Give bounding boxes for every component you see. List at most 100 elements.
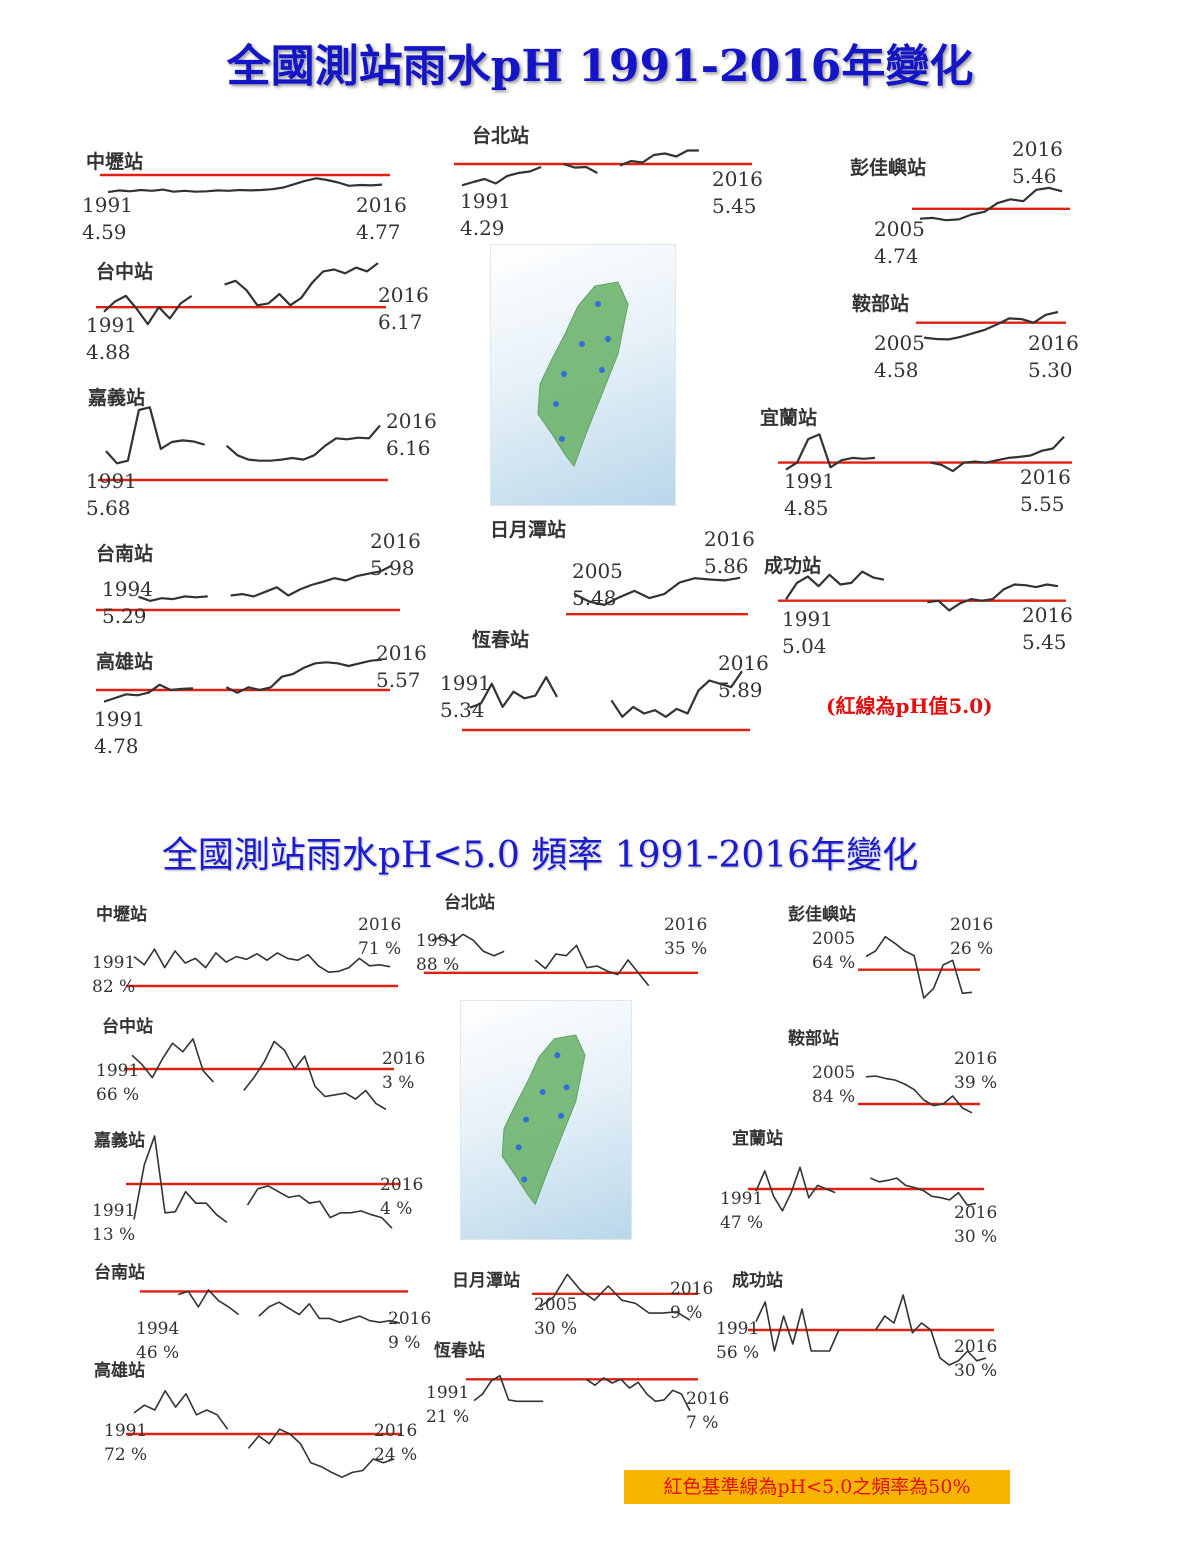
ph-panel-5: 台北站 1991 4.29 2016 5.45 — [454, 124, 763, 240]
end-year-label: 2016 — [664, 915, 707, 935]
end-value-label: 9 % — [388, 1333, 420, 1353]
series-line — [103, 658, 383, 703]
station-name: 成功站 — [732, 1270, 783, 1291]
station-name: 高雄站 — [96, 650, 153, 673]
series-line — [573, 576, 741, 606]
station-marker — [539, 1089, 546, 1095]
end-value-label: 5.57 — [376, 668, 421, 692]
station-name: 宜蘭站 — [760, 406, 817, 429]
end-year-label: 2016 — [374, 1421, 417, 1441]
start-year-label: 1991 — [426, 1383, 469, 1403]
ph-panel-8: 彭佳嶼站 2005 4.74 2016 5.46 — [850, 137, 1070, 268]
station-name: 嘉義站 — [93, 1130, 145, 1151]
series-line — [133, 1135, 393, 1229]
station-name: 台南站 — [94, 1262, 145, 1283]
frequency-baseline-note: 紅色基準線為pH<5.0之頻率為50% — [624, 1470, 1010, 1504]
ph-panel-7: 恆春站 1991 5.34 2016 5.89 — [440, 628, 769, 732]
start-year-label: 2005 — [534, 1295, 577, 1315]
series-line — [103, 262, 379, 326]
end-year-label: 2016 — [370, 529, 421, 553]
station-name: 恆春站 — [434, 1340, 485, 1361]
start-year-label: 1991 — [96, 1061, 139, 1081]
start-value-label: 13 % — [92, 1225, 135, 1245]
end-value-label: 5.46 — [1012, 164, 1057, 188]
freq-panel-6: 日月潭站 2005 30 % 2016 9 % — [452, 1270, 713, 1339]
start-year-label: 1991 — [92, 1201, 135, 1221]
series-line — [469, 670, 743, 718]
end-year-label: 2016 — [1012, 137, 1063, 161]
end-year-label: 2016 — [718, 651, 769, 675]
station-name: 台北站 — [444, 892, 495, 913]
end-year-label: 2016 — [386, 409, 437, 433]
end-year-label: 2016 — [954, 1337, 997, 1357]
start-value-label: 5.04 — [782, 634, 827, 658]
end-value-label: 30 % — [954, 1227, 997, 1247]
series-line — [923, 310, 1059, 341]
series-line — [539, 1273, 691, 1321]
start-value-label: 46 % — [136, 1343, 179, 1363]
start-value-label: 82 % — [92, 977, 135, 997]
start-value-label: 4.59 — [82, 220, 127, 244]
start-year-label: 1991 — [104, 1421, 147, 1441]
end-year-label: 2016 — [686, 1389, 729, 1409]
station-name: 彭佳嶼站 — [788, 904, 856, 925]
station-name: 彭佳嶼站 — [850, 156, 926, 179]
series-line — [473, 1374, 691, 1412]
ph-panel-3: 台南站 1994 5.29 2016 5.98 — [96, 529, 421, 628]
station-name: 台北站 — [472, 124, 529, 147]
station-marker — [523, 1116, 530, 1123]
start-year-label: 1991 — [716, 1319, 759, 1339]
station-name: 高雄站 — [94, 1360, 145, 1381]
freq-panel-2: 嘉義站 1991 13 % 2016 4 % — [92, 1130, 423, 1245]
end-value-label: 6.17 — [378, 310, 423, 334]
end-value-label: 4 % — [380, 1199, 412, 1219]
station-name: 鞍部站 — [788, 1028, 839, 1049]
start-year-label: 1991 — [416, 931, 459, 951]
start-year-label: 1991 — [86, 313, 137, 337]
freq-panel-11: 成功站 1991 56 % 2016 30 % — [716, 1270, 997, 1381]
ph-panel-1: 台中站 1991 4.88 2016 6.17 — [86, 260, 429, 364]
bottom-chart-title: 全國測站雨水pH<5.0 頻率 1991-2016年變化 — [161, 835, 919, 876]
ph-panel-4: 高雄站 1991 4.78 2016 5.57 — [94, 641, 427, 758]
freq-panel-1: 台中站 1991 66 % 2016 3 % — [96, 1016, 425, 1111]
end-value-label: 5.98 — [370, 556, 415, 580]
series-line — [107, 177, 383, 194]
station-marker — [563, 1084, 570, 1091]
start-value-label: 4.74 — [874, 244, 919, 268]
station-marker — [605, 336, 611, 342]
station-marker — [558, 1112, 565, 1119]
start-year-label: 2005 — [812, 1063, 855, 1083]
end-value-label: 35 % — [664, 939, 707, 959]
start-year-label: 1994 — [136, 1319, 179, 1339]
freq-panel-4: 高雄站 1991 72 % 2016 24 % — [94, 1360, 417, 1478]
end-value-label: 30 % — [954, 1361, 997, 1381]
start-year-label: 1991 — [440, 671, 491, 695]
end-year-label: 2016 — [376, 641, 427, 665]
end-value-label: 5.30 — [1028, 358, 1073, 382]
start-value-label: 21 % — [426, 1407, 469, 1427]
end-value-label: 4.77 — [356, 220, 401, 244]
freq-panel-3: 台南站 1994 46 % 2016 9 % — [94, 1262, 431, 1363]
station-name: 台中站 — [102, 1016, 153, 1037]
start-year-label: 1991 — [94, 707, 145, 731]
end-year-label: 2016 — [356, 193, 407, 217]
start-value-label: 88 % — [416, 955, 459, 975]
end-value-label: 5.45 — [712, 194, 757, 218]
series-line — [138, 564, 393, 602]
freq-panel-8: 彭佳嶼站 2005 64 % 2016 26 % — [788, 904, 993, 999]
end-year-label: 2016 — [388, 1309, 431, 1329]
end-value-label: 5.89 — [718, 678, 763, 702]
ph-panel-11: 成功站 1991 5.04 2016 5.45 — [764, 554, 1073, 658]
ph-panel-9: 鞍部站 2005 4.58 2016 5.30 — [852, 292, 1079, 382]
station-marker — [595, 301, 601, 307]
station-marker — [521, 1176, 528, 1183]
end-year-label: 2016 — [378, 283, 429, 307]
start-year-label: 2005 — [874, 217, 925, 241]
start-year-label: 1991 — [720, 1189, 763, 1209]
station-name: 鞍部站 — [852, 292, 909, 315]
station-name: 中壢站 — [86, 150, 143, 173]
taiwan-island-shape — [501, 1034, 586, 1206]
end-year-label: 2016 — [358, 915, 401, 935]
start-year-label: 1994 — [102, 577, 153, 601]
ph-panel-2: 嘉義站 1991 5.68 2016 6.16 — [86, 386, 437, 520]
